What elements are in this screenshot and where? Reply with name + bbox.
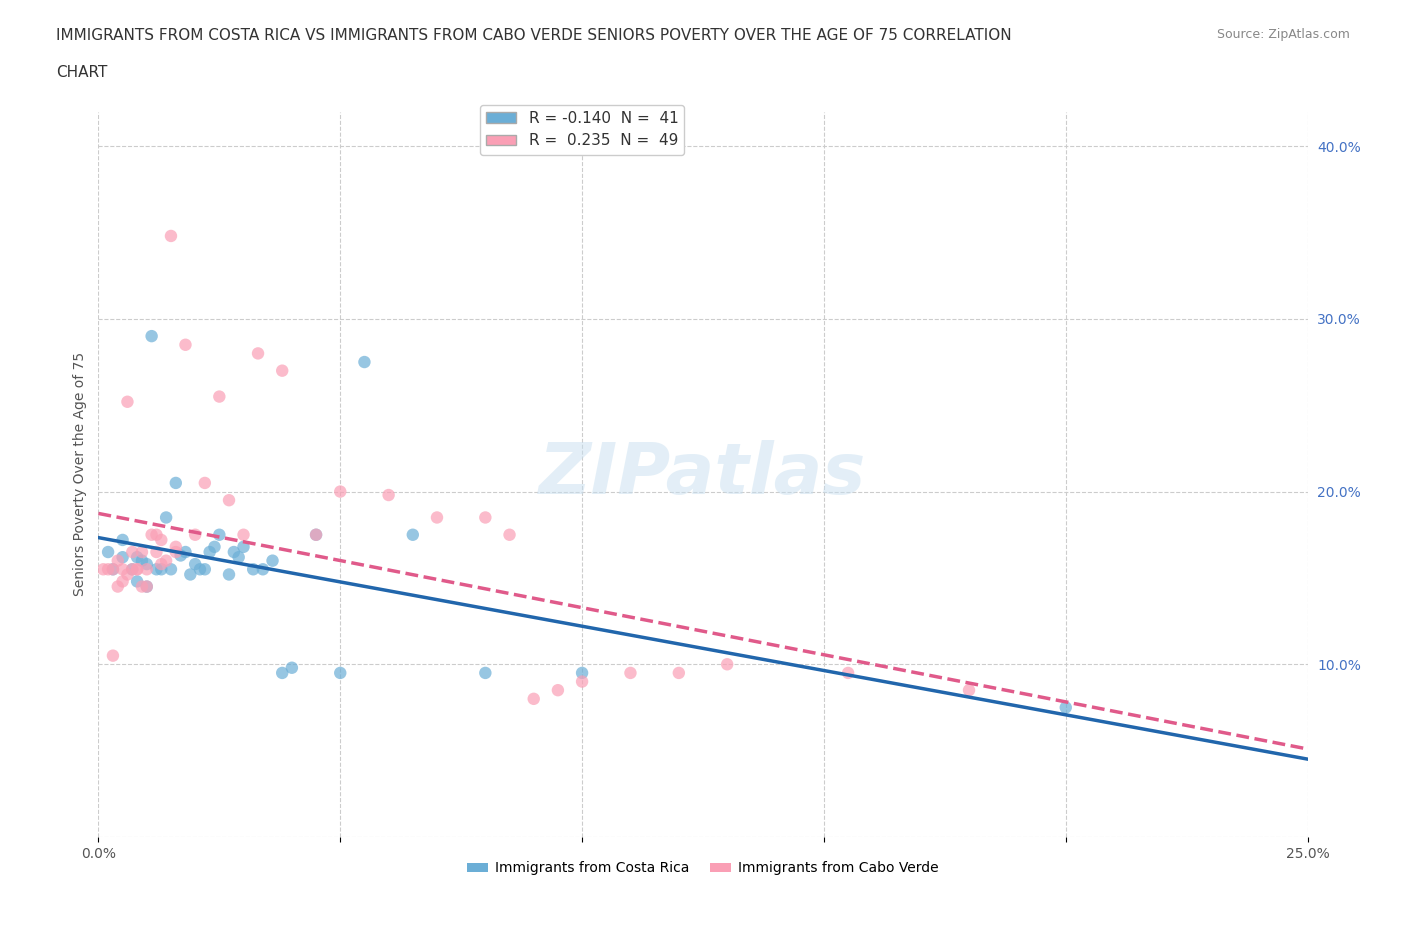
- Point: [145, 527, 167, 542]
- Point: [131, 553, 153, 568]
- Point: [222, 545, 245, 560]
- Point: [91, 562, 114, 577]
- Point: [1054, 700, 1077, 715]
- Point: [165, 539, 187, 554]
- Point: [117, 394, 139, 409]
- Point: [716, 657, 738, 671]
- Point: [194, 475, 217, 490]
- Point: [204, 539, 226, 554]
- Point: [305, 527, 328, 542]
- Point: [377, 487, 399, 502]
- Point: [97, 562, 120, 577]
- Point: [121, 545, 143, 560]
- Point: [188, 562, 211, 577]
- Point: [101, 648, 124, 663]
- Point: [402, 527, 425, 542]
- Point: [232, 539, 254, 554]
- Point: [179, 567, 201, 582]
- Text: CHART: CHART: [56, 65, 108, 80]
- Point: [97, 545, 120, 560]
- Point: [174, 338, 197, 352]
- Point: [329, 485, 352, 499]
- Point: [619, 666, 641, 681]
- Point: [135, 579, 157, 594]
- Point: [121, 562, 143, 577]
- Point: [547, 683, 569, 698]
- Point: [150, 557, 173, 572]
- Point: [150, 533, 173, 548]
- Point: [184, 557, 207, 572]
- Point: [169, 548, 191, 563]
- Point: [101, 562, 124, 577]
- Point: [198, 545, 221, 560]
- Point: [228, 550, 250, 565]
- Point: [107, 553, 129, 568]
- Text: ZIPatlas: ZIPatlas: [540, 440, 866, 509]
- Point: [117, 567, 139, 582]
- Point: [141, 527, 163, 542]
- Point: [127, 562, 149, 577]
- Point: [353, 354, 375, 369]
- Point: [837, 666, 859, 681]
- Point: [135, 579, 157, 594]
- Point: [184, 527, 207, 542]
- Point: [247, 346, 270, 361]
- Y-axis label: Seniors Poverty Over the Age of 75: Seniors Poverty Over the Age of 75: [73, 352, 87, 596]
- Point: [957, 683, 980, 698]
- Point: [121, 562, 143, 577]
- Point: [194, 562, 217, 577]
- Point: [127, 550, 149, 565]
- Legend: Immigrants from Costa Rica, Immigrants from Cabo Verde: Immigrants from Costa Rica, Immigrants f…: [461, 856, 945, 881]
- Point: [111, 550, 134, 565]
- Point: [127, 574, 149, 589]
- Point: [474, 666, 496, 681]
- Text: Source: ZipAtlas.com: Source: ZipAtlas.com: [1216, 28, 1350, 41]
- Point: [160, 562, 183, 577]
- Point: [523, 691, 546, 706]
- Point: [271, 364, 294, 379]
- Point: [668, 666, 690, 681]
- Point: [131, 579, 153, 594]
- Point: [145, 562, 167, 577]
- Point: [281, 660, 304, 675]
- Point: [252, 562, 274, 577]
- Point: [305, 527, 328, 542]
- Point: [131, 545, 153, 560]
- Point: [101, 562, 124, 577]
- Point: [165, 475, 187, 490]
- Point: [111, 574, 134, 589]
- Text: IMMIGRANTS FROM COSTA RICA VS IMMIGRANTS FROM CABO VERDE SENIORS POVERTY OVER TH: IMMIGRANTS FROM COSTA RICA VS IMMIGRANTS…: [56, 28, 1012, 43]
- Point: [174, 545, 197, 560]
- Point: [150, 562, 173, 577]
- Point: [160, 229, 183, 244]
- Point: [571, 674, 593, 689]
- Point: [571, 666, 593, 681]
- Point: [165, 545, 187, 560]
- Point: [474, 510, 496, 525]
- Point: [135, 562, 157, 577]
- Point: [145, 545, 167, 560]
- Point: [155, 510, 177, 525]
- Point: [426, 510, 449, 525]
- Point: [111, 562, 134, 577]
- Point: [127, 562, 149, 577]
- Point: [218, 567, 240, 582]
- Point: [208, 389, 231, 404]
- Point: [498, 527, 520, 542]
- Point: [141, 328, 163, 343]
- Point: [232, 527, 254, 542]
- Point: [242, 562, 264, 577]
- Point: [155, 553, 177, 568]
- Point: [111, 533, 134, 548]
- Point: [262, 553, 284, 568]
- Point: [107, 579, 129, 594]
- Point: [135, 557, 157, 572]
- Point: [271, 666, 294, 681]
- Point: [218, 493, 240, 508]
- Point: [208, 527, 231, 542]
- Point: [329, 666, 352, 681]
